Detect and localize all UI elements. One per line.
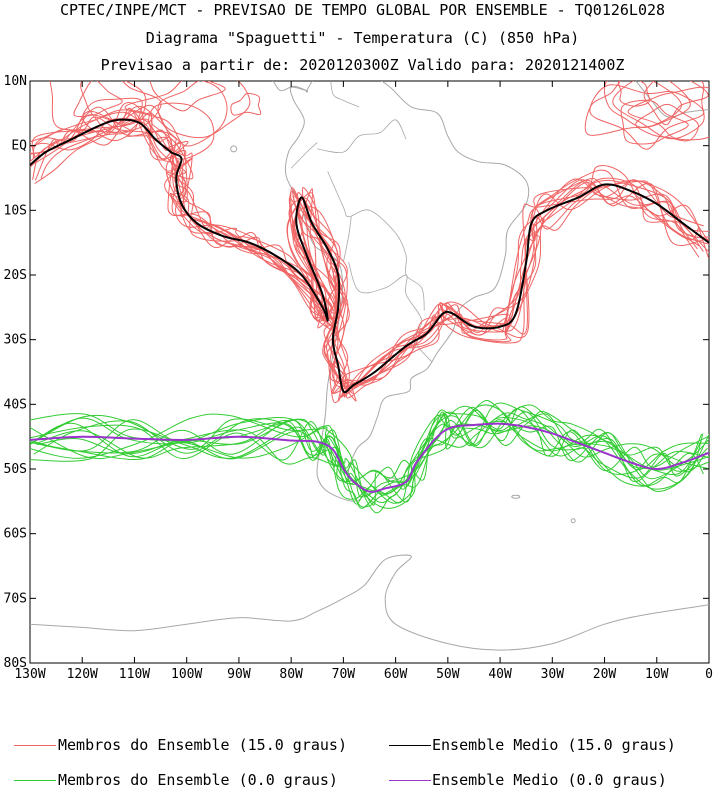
lon-label: 80W [279,667,303,682]
member15-blob-4 [82,97,143,142]
member15-contour-7 [32,118,709,397]
member15-contour-13 [30,118,709,398]
lon-label: 100W [171,667,202,682]
lon-label: 60W [384,667,408,682]
lat-label: 10S [4,203,27,218]
lat-label: EQ [11,139,27,154]
island-south-georgia [511,494,521,499]
lat-label: 20S [4,268,27,283]
title-line-3: Previsao a partir de: 2020120300Z Valido… [100,56,625,74]
title-line-1: CPTEC/INPE/MCT - PREVISAO DE TEMPO GLOBA… [59,1,666,19]
member15-blob-16 [584,81,682,136]
legend-label-member0: Membros do Ensemble (0.0 graus) [58,771,338,789]
legend-label-mean15: Ensemble Medio (15.0 graus) [432,736,676,754]
member15-blob-7 [149,81,226,112]
coast-central-america [272,81,307,92]
lon-label: 50W [436,667,460,682]
lat-label: 30S [4,333,27,348]
member15-blob-5 [73,81,123,117]
member15-blob-17 [618,81,651,107]
member15-blob-6 [49,81,147,131]
member15-blob-11 [635,103,699,142]
ensemble-mean-layer [30,118,709,493]
lon-label: 40W [488,667,512,682]
member15-blob-14 [612,81,705,140]
member15-blob-1 [230,92,262,116]
legend-swatch-member15 [14,745,56,746]
member0-contour-11 [30,414,704,509]
coast-antarctica [30,554,709,651]
lon-label: 90W [227,667,251,682]
member15-contour-12 [40,104,704,388]
lon-label: 130W [14,667,45,682]
border-line-4 [290,142,318,169]
lat-label: 70S [4,591,27,606]
member15-blob-15 [643,81,709,126]
lon-label: 120W [67,667,98,682]
member15-blob-3 [124,81,228,147]
island-galapagos [230,145,238,153]
member15-blob-8 [157,81,251,139]
member0-contour-4 [36,405,708,504]
member15-contour-11 [30,118,700,394]
member15-blob-2 [80,81,162,133]
legend-label-member15: Membros do Ensemble (15.0 graus) [58,736,347,754]
border-line-5 [330,81,360,108]
lat-label: 10N [4,75,27,89]
lon-label: 30W [541,667,565,682]
lon-label: 70W [332,667,356,682]
island-sandwich-islands [570,518,576,524]
lon-label: 110W [119,667,150,682]
legend-swatch-mean0 [389,780,431,781]
mean0-contour [30,422,709,493]
lon-label: 0 [705,667,713,682]
member15-contour-8 [31,107,698,390]
border-line-3 [343,216,352,263]
member0-contour-2 [30,410,704,500]
lon-label: 10W [645,667,669,682]
legend-swatch-member0 [14,780,56,781]
ensemble-members-0-layer [30,399,709,514]
lat-label: 50S [4,462,27,477]
lon-label: 20W [593,667,617,682]
lat-label: 40S [4,397,27,412]
member15-contour-2 [30,106,709,398]
legend-swatch-mean15 [389,745,431,746]
title-line-2: Diagrama "Spaguetti" - Temperatura (C) (… [145,29,580,47]
lat-label: 80S [4,656,27,671]
member15-blob-13 [620,99,689,145]
member0-contour-10 [30,402,709,498]
mean15-contour [30,118,709,394]
border-line-1 [327,171,425,311]
member0-contour-8 [36,415,709,505]
border-line-0 [317,119,407,154]
lat-label: 60S [4,527,27,542]
legend-label-mean0: Ensemble Medio (0.0 graus) [432,771,667,789]
member0-contour-7 [30,399,703,509]
